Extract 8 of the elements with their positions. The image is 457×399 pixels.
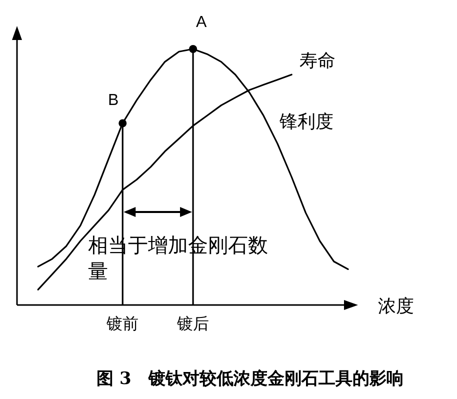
series-label: 锋利度 — [278, 112, 334, 133]
x-tick-label: 镀前 — [106, 314, 139, 333]
series-label: 寿命 — [300, 50, 336, 72]
x-tick-label: 镀后 — [176, 314, 210, 333]
annotation: A — [196, 14, 208, 31]
annotation: B — [108, 92, 119, 110]
x-axis-title: 浓度 — [378, 296, 414, 317]
text: 图 3 镀钛对较低浓度金刚石工具的影响 — [96, 369, 404, 389]
